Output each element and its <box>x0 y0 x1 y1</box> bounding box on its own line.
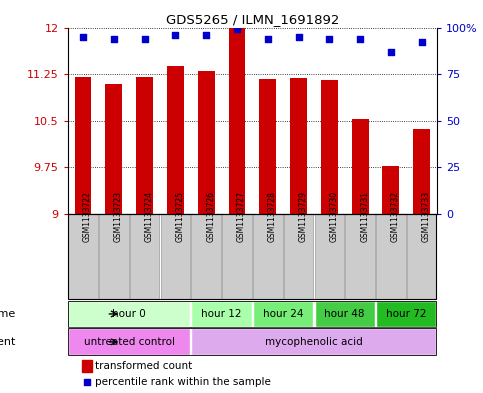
Bar <box>68 215 98 299</box>
Point <box>425 303 433 309</box>
Point <box>171 32 179 38</box>
Text: untreated control: untreated control <box>84 337 175 347</box>
Text: GSM1133730: GSM1133730 <box>329 191 339 242</box>
Bar <box>198 71 214 214</box>
Bar <box>259 79 276 214</box>
Point <box>418 39 426 46</box>
Bar <box>191 301 252 327</box>
Bar <box>228 28 245 214</box>
Bar <box>68 329 190 355</box>
Text: GSM1133732: GSM1133732 <box>391 191 400 242</box>
Bar <box>130 215 159 299</box>
Text: GSM1133727: GSM1133727 <box>237 191 246 242</box>
Bar <box>345 215 375 299</box>
Point <box>79 34 87 40</box>
Bar <box>407 215 437 299</box>
Text: hour 24: hour 24 <box>263 309 303 319</box>
Text: GSM1133726: GSM1133726 <box>206 191 215 242</box>
Text: GSM1133729: GSM1133729 <box>298 191 308 242</box>
Bar <box>383 167 399 214</box>
Point <box>141 35 148 42</box>
Title: GDS5265 / ILMN_1691892: GDS5265 / ILMN_1691892 <box>166 13 339 26</box>
Text: hour 12: hour 12 <box>201 309 242 319</box>
Bar <box>290 78 307 214</box>
Bar <box>136 77 153 214</box>
Bar <box>167 66 184 214</box>
Point <box>233 26 241 33</box>
Point <box>356 35 364 42</box>
Text: percentile rank within the sample: percentile rank within the sample <box>95 377 271 387</box>
Text: hour 72: hour 72 <box>386 309 426 319</box>
Bar <box>161 215 190 299</box>
Bar <box>253 301 313 327</box>
Bar <box>83 360 92 372</box>
Text: GSM1133722: GSM1133722 <box>83 191 92 242</box>
Text: GSM1133731: GSM1133731 <box>360 191 369 242</box>
Point <box>264 35 271 42</box>
Bar <box>376 301 437 327</box>
Text: mycophenolic acid: mycophenolic acid <box>265 337 363 347</box>
Point <box>387 49 395 55</box>
Text: hour 0: hour 0 <box>113 309 146 319</box>
Bar <box>413 129 430 214</box>
Point <box>326 35 333 42</box>
Bar <box>314 215 344 299</box>
Text: GSM1133724: GSM1133724 <box>144 191 154 242</box>
Text: agent: agent <box>0 337 16 347</box>
Bar <box>253 215 283 299</box>
Bar <box>105 84 122 214</box>
Bar <box>321 80 338 214</box>
Text: GSM1133728: GSM1133728 <box>268 191 277 242</box>
Bar <box>222 215 252 299</box>
Bar <box>352 119 369 214</box>
Bar <box>99 215 128 299</box>
Bar <box>191 329 437 355</box>
Bar <box>74 77 91 214</box>
Text: hour 48: hour 48 <box>325 309 365 319</box>
Bar <box>191 215 221 299</box>
Bar <box>284 215 313 299</box>
Text: time: time <box>0 309 16 319</box>
Text: GSM1133733: GSM1133733 <box>422 191 431 242</box>
Text: GSM1133723: GSM1133723 <box>114 191 123 242</box>
Bar <box>68 301 190 327</box>
Bar <box>314 301 375 327</box>
Bar <box>376 215 406 299</box>
Text: GSM1133725: GSM1133725 <box>175 191 185 242</box>
Point <box>295 34 302 40</box>
Point <box>202 32 210 38</box>
Text: transformed count: transformed count <box>95 361 193 371</box>
Point <box>110 35 118 42</box>
